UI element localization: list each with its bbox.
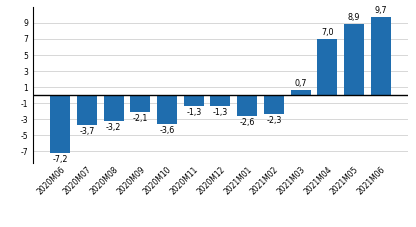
Text: -2,6: -2,6 bbox=[240, 118, 255, 127]
Bar bbox=[77, 95, 97, 125]
Bar bbox=[237, 95, 257, 116]
Bar bbox=[317, 39, 337, 95]
Text: -2,3: -2,3 bbox=[266, 116, 282, 125]
Bar bbox=[130, 95, 151, 112]
Bar bbox=[184, 95, 204, 106]
Text: 9,7: 9,7 bbox=[374, 6, 387, 15]
Text: 8,9: 8,9 bbox=[348, 13, 360, 22]
Text: 7,0: 7,0 bbox=[321, 28, 334, 37]
Bar bbox=[344, 24, 364, 95]
Text: 0,7: 0,7 bbox=[294, 79, 307, 88]
Text: -7,2: -7,2 bbox=[52, 155, 68, 164]
Bar bbox=[157, 95, 177, 124]
Bar bbox=[210, 95, 230, 106]
Bar bbox=[104, 95, 124, 121]
Bar bbox=[290, 89, 311, 95]
Text: -2,1: -2,1 bbox=[133, 114, 148, 123]
Bar bbox=[371, 17, 391, 95]
Text: -1,3: -1,3 bbox=[213, 108, 228, 117]
Text: -3,6: -3,6 bbox=[159, 126, 175, 135]
Text: -3,7: -3,7 bbox=[79, 127, 95, 136]
Text: -3,2: -3,2 bbox=[106, 123, 121, 132]
Bar bbox=[264, 95, 284, 114]
Text: -1,3: -1,3 bbox=[186, 108, 201, 117]
Bar bbox=[50, 95, 70, 153]
